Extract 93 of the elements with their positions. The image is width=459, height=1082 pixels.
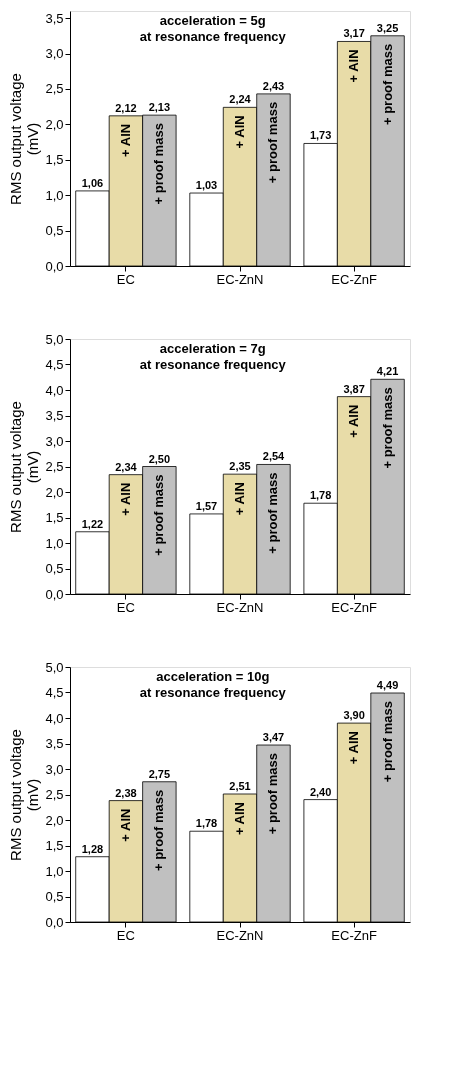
annotation: at resonance frequency (139, 685, 287, 700)
text: + proof mass (265, 753, 281, 835)
annotation: acceleration = 5g (159, 13, 266, 28)
data-label: 1,28 (81, 842, 104, 855)
y-tick-label: 1,5 (45, 152, 64, 168)
series-label: + AlN (117, 808, 133, 842)
y-tick-label: 2,0 (45, 812, 64, 828)
data-label: 2,34 (115, 460, 138, 473)
data-label: 2,35 (229, 460, 251, 473)
y-tick-label: 1,5 (45, 510, 64, 525)
y-tick-label: 2,0 (45, 116, 64, 132)
x-tick-label: EC (116, 271, 135, 287)
annotation: at resonance frequency (139, 357, 287, 372)
y-tick-label: 3,0 (45, 761, 64, 777)
annotation: acceleration = 7g (159, 341, 266, 356)
y-tick-label: 0,5 (45, 223, 64, 239)
annotation: acceleration = 10g (156, 669, 270, 684)
data-label: 1,78 (195, 817, 218, 830)
y-tick-label: 0,0 (45, 586, 64, 602)
y-tick-label: 1,0 (45, 863, 64, 879)
data-label: 3,25 (376, 21, 399, 34)
data-label: 2,13 (148, 101, 171, 114)
data-label: 4,21 (376, 365, 399, 378)
data-label: 2,40 (309, 785, 332, 798)
text: + AlN (232, 115, 247, 149)
text: + proof mass (265, 101, 281, 184)
data-label: 2,38 (115, 786, 137, 799)
x-tick-label: EC-ZnF (331, 599, 377, 615)
y-tick-label: 4,0 (45, 710, 64, 726)
text: + proof mass (379, 43, 395, 126)
y-axis-title: RMS output voltage (mV) (7, 73, 42, 205)
data-label: 3,87 (343, 382, 365, 395)
data-label: 1,78 (309, 489, 332, 502)
data-label: 1,73 (309, 129, 332, 142)
x-tick-label: EC-ZnN (216, 599, 264, 615)
y-tick-label: 4,5 (45, 357, 64, 372)
data-label: 1,57 (195, 499, 218, 512)
y-tick-label: 3,0 (45, 433, 64, 449)
data-label: 2,54 (262, 450, 286, 463)
data-label: 1,22 (81, 517, 104, 530)
series-label: + AlN (117, 123, 133, 157)
y-tick-label: 3,5 (45, 10, 64, 26)
y-axis-title: RMS output voltage (mV) (7, 401, 42, 533)
y-tick-label: 3,5 (45, 408, 64, 423)
data-label: 3,90 (343, 709, 365, 722)
data-label: 2,24 (229, 93, 252, 106)
data-label: 2,43 (262, 79, 285, 92)
y-tick-label: 0,5 (45, 889, 64, 904)
data-label: 4,49 (376, 679, 399, 692)
x-tick-label: EC-ZnF (331, 927, 377, 943)
data-label: 3,17 (343, 27, 365, 40)
data-label: 2,75 (148, 767, 171, 780)
y-tick-label: 0,5 (45, 561, 64, 576)
series-label: + proof mass (151, 474, 167, 556)
y-tick-label: 2,5 (45, 787, 64, 802)
series-label: + AlN (117, 482, 133, 516)
y-tick-label: 2,5 (45, 81, 64, 97)
text: + proof mass (265, 472, 281, 554)
data-label: 2,50 (148, 452, 171, 465)
x-tick-label: EC-ZnN (216, 927, 264, 943)
data-label: 1,03 (195, 179, 218, 192)
series-label: + proof mass (151, 789, 167, 872)
y-tick-label: 5,0 (45, 659, 64, 675)
annotation: at resonance frequency (139, 29, 287, 44)
x-tick-label: EC-ZnF (331, 271, 377, 287)
y-tick-label: 1,0 (45, 187, 64, 203)
y-tick-label: 4,5 (45, 685, 64, 700)
text: + proof mass (379, 701, 395, 783)
data-label: 3,47 (262, 731, 285, 744)
y-tick-label: 1,5 (45, 838, 64, 853)
y-tick-label: 2,0 (45, 484, 64, 500)
text: + AlN (232, 482, 247, 516)
data-label: 2,12 (115, 101, 137, 114)
text: + proof mass (379, 387, 395, 469)
x-tick-label: EC-ZnN (216, 271, 264, 287)
text: + AlN (346, 49, 362, 83)
y-tick-label: 0,0 (45, 914, 64, 930)
y-tick-label: 3,0 (45, 46, 64, 61)
text: + AlN (232, 801, 247, 836)
y-tick-label: 5,0 (45, 331, 64, 347)
series-label: + proof mass (151, 123, 167, 205)
text: + AlN (346, 404, 362, 438)
y-axis-title: RMS output voltage (mV) (7, 729, 42, 861)
y-tick-label: 4,0 (45, 382, 64, 398)
y-tick-label: 3,5 (45, 736, 64, 751)
y-tick-label: 0,0 (45, 258, 64, 274)
x-tick-label: EC (116, 599, 135, 615)
data-label: 2,51 (229, 779, 251, 792)
data-label: 1,06 (81, 176, 104, 189)
y-tick-label: 2,5 (45, 459, 64, 474)
y-tick-label: 1,0 (45, 535, 64, 551)
text: + AlN (346, 731, 362, 765)
x-tick-label: EC (116, 927, 135, 943)
